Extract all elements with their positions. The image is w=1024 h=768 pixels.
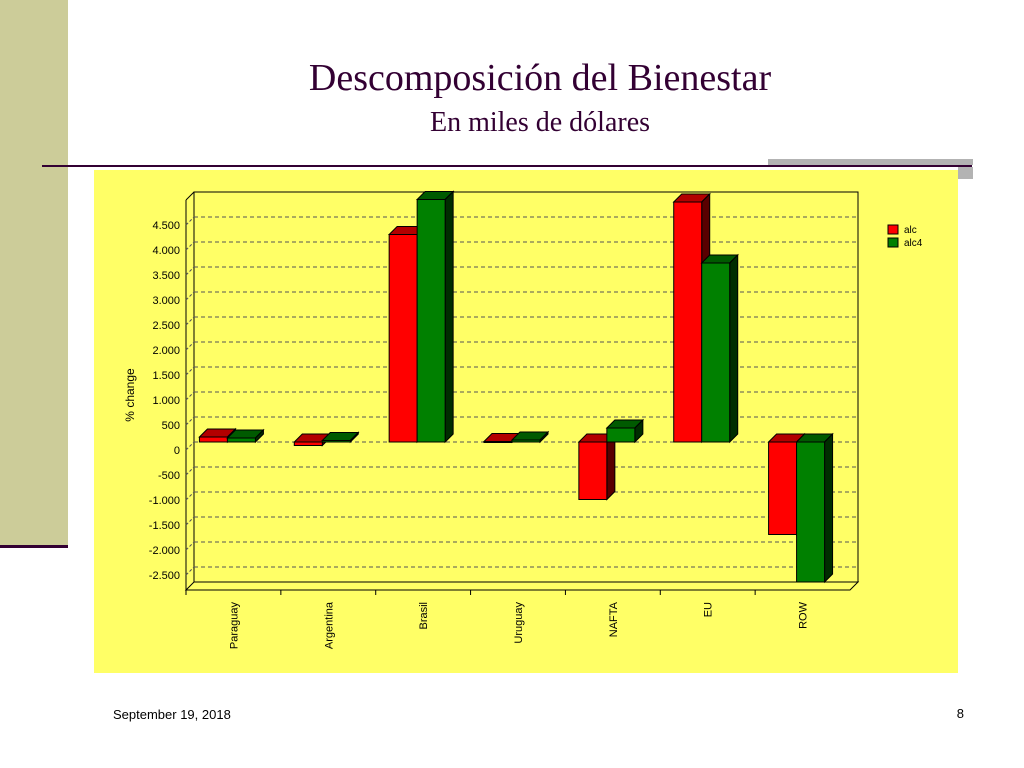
x-tick-label: NAFTA [608,601,620,637]
y-gridline-side [185,566,195,576]
bar-alc4-ROW [796,441,826,583]
y-tick-label: -1.000 [149,495,180,507]
legend-label: alc4 [904,238,923,249]
legend-label: alc [904,225,917,236]
y-tick-label: -2.000 [149,545,180,557]
y-gridline-side [185,366,195,376]
title-rule-shadow [768,159,973,165]
y-gridline-side [185,391,195,401]
x-tick-label: Argentina [323,601,335,649]
bar-alc-Uruguay [483,441,513,443]
y-tick-label: 1.000 [152,395,180,407]
x-tick-label: ROW [798,601,810,629]
y-gridline-side [185,416,195,426]
legend-swatch-alc [887,224,899,235]
bar-alc-NAFTA-side [606,432,616,501]
title-rule [42,165,972,167]
plot-floor [184,581,860,591]
y-gridline-side [185,341,195,351]
bar-alc-EU [673,201,703,443]
slide-subtitle: En miles de dólares [429,107,651,138]
x-tick-label: Paraguay [228,602,240,650]
bar-alc-NAFTA [578,441,608,500]
y-tick-label: -500 [158,470,180,482]
title-rule-shadow-tail [958,167,973,179]
bar-alc4-Brasil-side [444,190,454,444]
legend-swatch-alc4 [887,237,899,248]
page-number: 8 [956,706,964,721]
bar-alc-Brasil [388,234,418,443]
y-tick-label: -1.500 [149,520,180,532]
x-tick-label: Uruguay [513,602,525,644]
y-gridline-side [185,266,195,276]
bar-alc-Argentina [293,441,323,446]
y-axis-label: % change [123,368,137,422]
y-tick-label: -2.500 [149,570,180,582]
bar-alc4-ROW-side [824,432,834,584]
left-decoration-bar [0,0,68,546]
bar-alc4-Brasil [416,199,446,443]
left-decoration-line [0,545,68,548]
bar-alc4-EU-side [729,253,739,444]
bar-alc4-NAFTA [606,427,636,443]
y-tick-label: 0 [174,445,180,457]
bar-alc4-EU [701,262,731,443]
y-tick-label: 3.000 [152,295,180,307]
y-gridline-side [185,441,195,451]
y-tick-label: 4.000 [152,245,180,257]
y-tick-label: 3.500 [152,270,180,282]
y-gridline-side [185,291,195,301]
y-gridline-side [185,516,195,526]
plot-side-edge [185,191,195,201]
x-tick-label: EU [703,602,715,617]
y-tick-label: 1.500 [152,370,180,382]
bar-alc4-Paraguay [226,437,256,443]
bar-alc4-Argentina [321,440,351,443]
welfare-bar-chart: 4.500 4.000 3.500 3.000 2.500 2.000 1.500 1.000… [123,190,923,650]
bar-alc-ROW [768,441,798,535]
y-gridline-side [185,491,195,501]
y-tick-label: 2.000 [152,345,180,357]
y-tick-label: 4.500 [152,220,180,232]
bar-alc-Paraguay [198,436,228,443]
y-gridline-side [185,216,195,226]
bar-alc4-Uruguay [511,439,541,443]
chart-panel: 4.500 4.000 3.500 3.000 2.500 2.000 1.500 1.000… [94,170,958,673]
y-tick-label: 2.500 [152,320,180,332]
y-tick-label: 500 [162,420,180,432]
footer-date: September 19, 2018 [113,707,231,722]
slide-title: Descomposición del Bienestar [308,57,772,99]
y-gridline-side [185,316,195,326]
y-gridline-side [185,466,195,476]
y-gridline-side [185,241,195,251]
y-gridline-side [185,541,195,551]
x-tick-label: Brasil [418,602,430,630]
plot-area [193,191,859,583]
